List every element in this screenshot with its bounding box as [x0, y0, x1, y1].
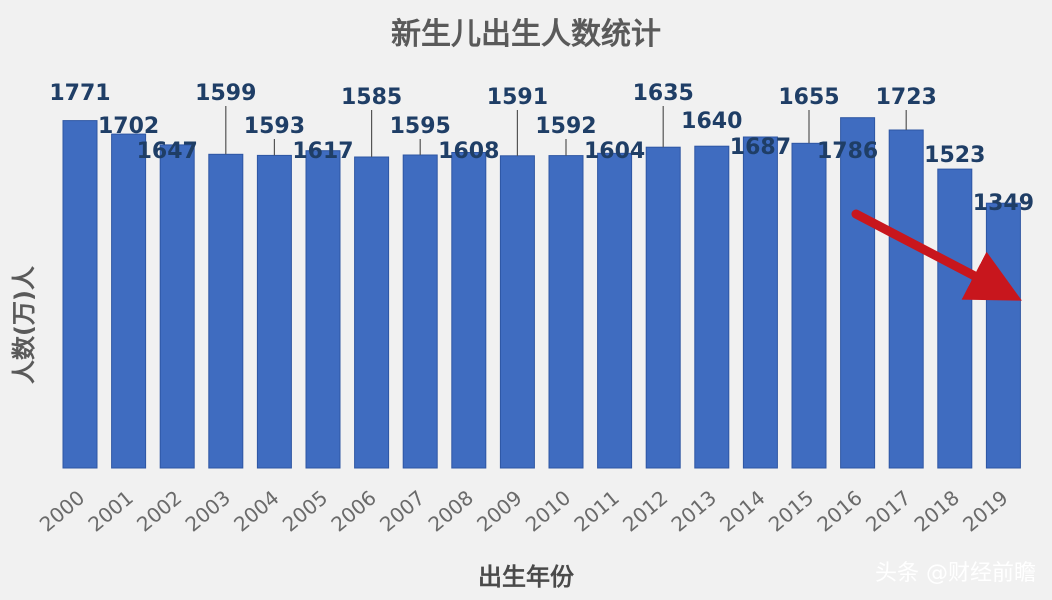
data-label-2009: 1591 — [487, 85, 548, 110]
x-tick-label-2005: 2005 — [278, 485, 332, 536]
data-label-2012: 1635 — [633, 81, 694, 106]
x-tick-label-2019: 2019 — [958, 485, 1012, 536]
data-label-2006: 1585 — [341, 85, 402, 110]
x-tick-labels-group: 2000200120022003200420052006200720082009… — [35, 485, 1013, 536]
data-label-2003: 1599 — [195, 81, 256, 106]
x-tick-label-2007: 2007 — [375, 485, 429, 536]
x-axis-label: 出生年份 — [478, 563, 575, 591]
x-tick-label-2001: 2001 — [83, 485, 137, 536]
data-label-2019: 1349 — [973, 191, 1034, 216]
x-tick-label-2009: 2009 — [472, 485, 526, 536]
data-label-2002: 1647 — [137, 139, 198, 164]
data-label-2017: 1723 — [876, 85, 937, 110]
data-label-2004: 1593 — [244, 114, 305, 139]
bar-2003 — [208, 153, 244, 469]
x-tick-label-2002: 2002 — [132, 485, 186, 536]
bar-2010 — [548, 155, 584, 469]
y-axis-label: 人数(万)人 — [10, 266, 38, 384]
bar-2014 — [742, 136, 778, 469]
x-tick-label-2012: 2012 — [618, 485, 672, 536]
x-tick-label-2016: 2016 — [812, 485, 866, 536]
bar-2008 — [451, 152, 487, 469]
bar-2009 — [499, 155, 535, 469]
bar-2012 — [645, 146, 681, 469]
trend-arrow — [851, 209, 1022, 301]
x-tick-label-2008: 2008 — [424, 485, 478, 536]
bar-2006 — [354, 156, 390, 469]
bar-2016 — [840, 117, 876, 469]
data-label-2018: 1523 — [924, 143, 985, 168]
bar-2004 — [256, 154, 292, 469]
x-tick-label-2011: 2011 — [569, 485, 623, 536]
watermark: 头条 @财经前瞻 — [875, 561, 1036, 586]
bar-2018 — [937, 168, 973, 469]
x-tick-label-2015: 2015 — [764, 485, 818, 536]
data-label-2001: 1702 — [98, 114, 159, 139]
bar-2019 — [985, 202, 1021, 469]
x-tick-label-2006: 2006 — [326, 485, 380, 536]
x-tick-label-2004: 2004 — [229, 485, 283, 536]
bar-2000 — [62, 120, 98, 469]
bar-2005 — [305, 150, 341, 469]
x-tick-label-2014: 2014 — [715, 485, 769, 536]
bar-2017 — [888, 129, 924, 469]
bar-2002 — [159, 144, 195, 469]
x-tick-label-2003: 2003 — [181, 485, 235, 536]
bars-group — [62, 117, 1021, 469]
x-tick-label-2013: 2013 — [667, 485, 721, 536]
data-label-2005: 1617 — [292, 139, 353, 164]
data-label-2000: 1771 — [49, 81, 110, 106]
x-tick-label-2018: 2018 — [910, 485, 964, 536]
data-label-2010: 1592 — [535, 114, 596, 139]
data-label-2015: 1655 — [778, 85, 839, 110]
bar-2015 — [791, 142, 827, 469]
x-tick-label-2017: 2017 — [861, 485, 915, 536]
data-label-2013: 1640 — [681, 109, 742, 134]
chart-title: 新生儿出生人数统计 — [391, 17, 661, 52]
x-tick-label-2010: 2010 — [521, 485, 575, 536]
leader-lines-group — [225, 106, 907, 157]
data-label-2008: 1608 — [438, 139, 499, 164]
data-label-2011: 1604 — [584, 139, 645, 164]
data-label-2016: 1786 — [817, 139, 878, 164]
bar-2007 — [402, 154, 438, 469]
data-label-2014: 1687 — [730, 135, 791, 160]
bar-2001 — [111, 133, 147, 469]
bar-2011 — [597, 152, 633, 469]
data-label-2007: 1595 — [390, 114, 451, 139]
x-tick-label-2000: 2000 — [35, 485, 89, 536]
bar-2013 — [694, 145, 730, 469]
